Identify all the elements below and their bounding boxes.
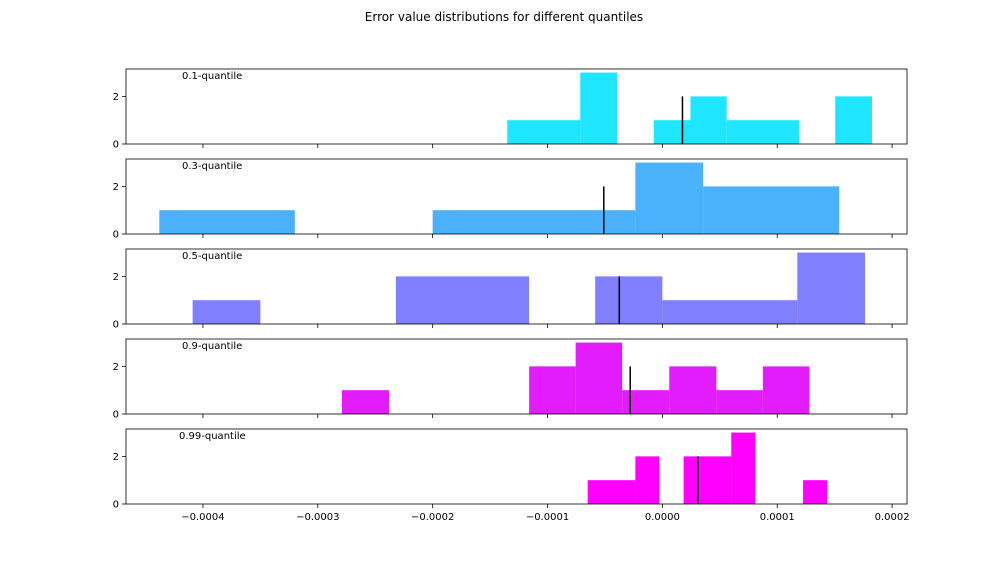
bar-0-1-quantile-3 [690,96,727,144]
bar-0-3-quantile-2 [635,162,704,234]
bar-0-1-quantile-5 [835,96,872,144]
bar-0-3-quantile-3 [703,186,840,234]
bar-0-1-quantile-4 [726,120,800,144]
bar-0-3-quantile-0 [159,210,295,234]
panel-frame-0-3-quantile [125,158,908,235]
bar-0-1-quantile-1 [580,72,617,144]
y-tick-label-0-5-quantile-1: 2 [113,272,119,283]
bar-0-99-quantile-1 [635,456,660,504]
bar-0-99-quantile-3 [731,432,756,504]
y-tick-label-0-9-quantile-1: 2 [113,362,119,373]
bar-0-5-quantile-4 [797,252,866,324]
bar-0-5-quantile-2 [595,276,663,324]
x-tick-label-2: −0.0002 [411,512,454,523]
bar-0-9-quantile-0 [341,390,390,414]
panel-frame-0-1-quantile [125,68,908,145]
panel-frame-0-9-quantile [125,338,908,415]
bar-0-9-quantile-4 [669,366,717,414]
x-tick-label-5: 0.0001 [760,512,795,523]
panel-label-0-1-quantile: 0.1-quantile [182,71,242,82]
x-tick-label-3: −0.0001 [526,512,569,523]
panel-label-0-99-quantile: 0.99-quantile [179,431,246,442]
bar-0-99-quantile-2 [683,456,732,504]
bar-0-5-quantile-3 [662,300,798,324]
bar-0-5-quantile-1 [395,276,530,324]
bar-0-9-quantile-1 [529,366,576,414]
x-tick-label-6: 0.0002 [875,512,910,523]
y-tick-label-0-99-quantile-1: 2 [113,452,119,463]
bar-0-1-quantile-0 [507,120,581,144]
y-tick-label-0-9-quantile-0: 0 [113,410,119,421]
y-tick-label-0-1-quantile-0: 0 [113,140,119,151]
panel-frame-0-5-quantile [125,248,908,325]
y-tick-label-0-3-quantile-0: 0 [113,230,119,241]
y-tick-label-0-5-quantile-0: 0 [113,320,119,331]
panel-label-0-3-quantile: 0.3-quantile [182,161,242,172]
panel-label-0-9-quantile: 0.9-quantile [182,341,242,352]
y-tick-label-0-99-quantile-0: 0 [113,500,119,511]
y-tick-label-0-3-quantile-1: 2 [113,182,119,193]
bar-0-99-quantile-0 [587,480,636,504]
bar-0-3-quantile-1 [432,210,636,234]
bar-0-99-quantile-4 [803,480,828,504]
bar-0-9-quantile-5 [716,390,763,414]
bar-0-1-quantile-2 [653,120,691,144]
panel-label-0-5-quantile: 0.5-quantile [182,251,242,262]
x-tick-label-0: −0.0004 [181,512,224,523]
bar-0-9-quantile-6 [762,366,810,414]
bar-0-9-quantile-2 [575,342,623,414]
y-tick-label-0-1-quantile-1: 2 [113,92,119,103]
panel-frame-0-99-quantile [125,428,908,505]
bar-0-9-quantile-3 [622,390,670,414]
x-tick-label-4: 0.0000 [645,512,680,523]
figure-title: Error value distributions for different … [364,10,644,24]
x-tick-label-1: −0.0003 [296,512,339,523]
bar-0-5-quantile-0 [192,300,261,324]
